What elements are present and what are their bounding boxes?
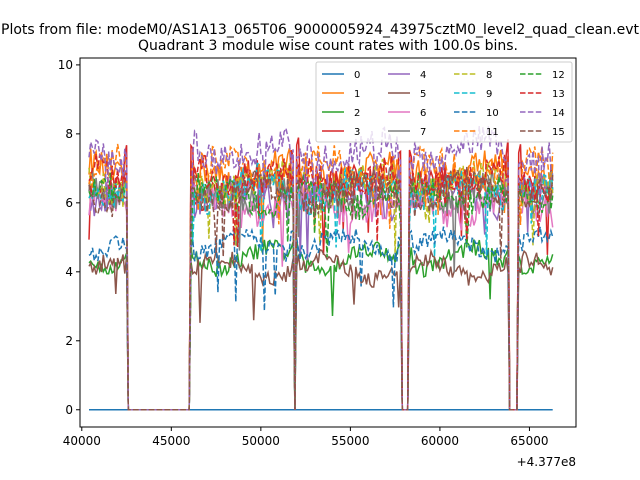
legend-label-2: 2	[354, 108, 360, 119]
x-tick-label: 40000	[63, 434, 101, 448]
x-tick-label: 45000	[152, 434, 190, 448]
legend-frame	[315, 61, 573, 143]
series-layer	[88, 126, 554, 411]
legend-label-9: 9	[486, 89, 492, 100]
legend-label-12: 12	[552, 70, 565, 81]
series-line-2	[88, 239, 554, 411]
legend-label-0: 0	[354, 70, 360, 81]
legend-label-4: 4	[420, 70, 426, 81]
x-tick-label: 65000	[510, 434, 548, 448]
series-line-15	[88, 166, 554, 411]
y-axis: 0 2 4 6 8 10	[58, 58, 80, 417]
legend-label-1: 1	[354, 89, 360, 100]
legend-label-6: 6	[420, 108, 426, 119]
legend-label-13: 13	[552, 89, 565, 100]
series-line-5	[88, 248, 554, 411]
y-tick-label: 2	[65, 334, 73, 348]
series-line-11	[88, 143, 554, 411]
y-tick-label: 4	[65, 265, 73, 279]
legend-label-8: 8	[486, 70, 492, 81]
x-axis: 40000 45000 50000 55000 60000 65000	[63, 427, 549, 448]
x-tick-label: 50000	[242, 434, 280, 448]
x-offset-label: +4.377e8	[517, 455, 576, 469]
legend-label-7: 7	[420, 127, 426, 138]
x-tick-label: 55000	[331, 434, 369, 448]
y-tick-label: 0	[65, 403, 73, 417]
axes-frame	[79, 57, 577, 428]
chart-title: Quadrant 3 module wise count rates with …	[138, 38, 518, 54]
legend-label-15: 15	[552, 127, 565, 138]
legend-label-5: 5	[420, 89, 426, 100]
y-tick-label: 6	[65, 196, 73, 210]
x-tick-label: 60000	[421, 434, 459, 448]
legend-label-10: 10	[486, 108, 499, 119]
y-tick-label: 8	[65, 127, 73, 141]
legend-label-14: 14	[552, 108, 565, 119]
figure-suptitle: Plots from file: modeM0/AS1A13_065T06_90…	[1, 22, 639, 38]
y-tick-label: 10	[58, 58, 73, 72]
legend-label-11: 11	[486, 127, 499, 138]
legend-label-3: 3	[354, 127, 360, 138]
